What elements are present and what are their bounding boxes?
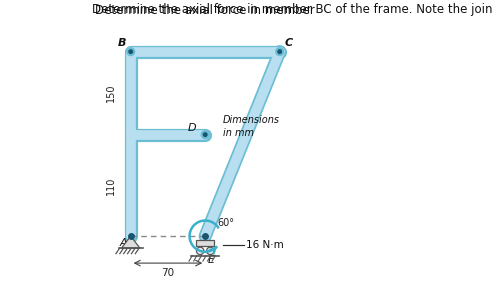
Circle shape	[127, 48, 135, 56]
Circle shape	[204, 133, 207, 136]
Text: Determine the axial force in member: Determine the axial force in member	[95, 4, 318, 17]
Text: A: A	[120, 238, 127, 248]
Text: 60°: 60°	[217, 218, 234, 228]
Circle shape	[278, 50, 281, 53]
Text: 110: 110	[106, 176, 116, 195]
Text: E: E	[208, 255, 215, 264]
Text: 70: 70	[161, 268, 175, 278]
Circle shape	[276, 48, 283, 56]
Text: 16 N·m: 16 N·m	[246, 240, 283, 250]
Text: D: D	[188, 123, 197, 133]
Text: C: C	[285, 38, 293, 48]
Circle shape	[129, 50, 132, 53]
Text: Determine the axial force in member BC of the frame. Note the joint D is a slidi: Determine the axial force in member BC o…	[92, 3, 492, 16]
Circle shape	[201, 131, 209, 139]
Text: 150: 150	[106, 84, 116, 102]
Bar	[196, 240, 215, 246]
Circle shape	[207, 247, 214, 255]
Circle shape	[196, 247, 204, 255]
Polygon shape	[122, 236, 140, 248]
Text: B: B	[118, 38, 126, 48]
Text: Dimensions
in mm: Dimensions in mm	[223, 115, 280, 138]
